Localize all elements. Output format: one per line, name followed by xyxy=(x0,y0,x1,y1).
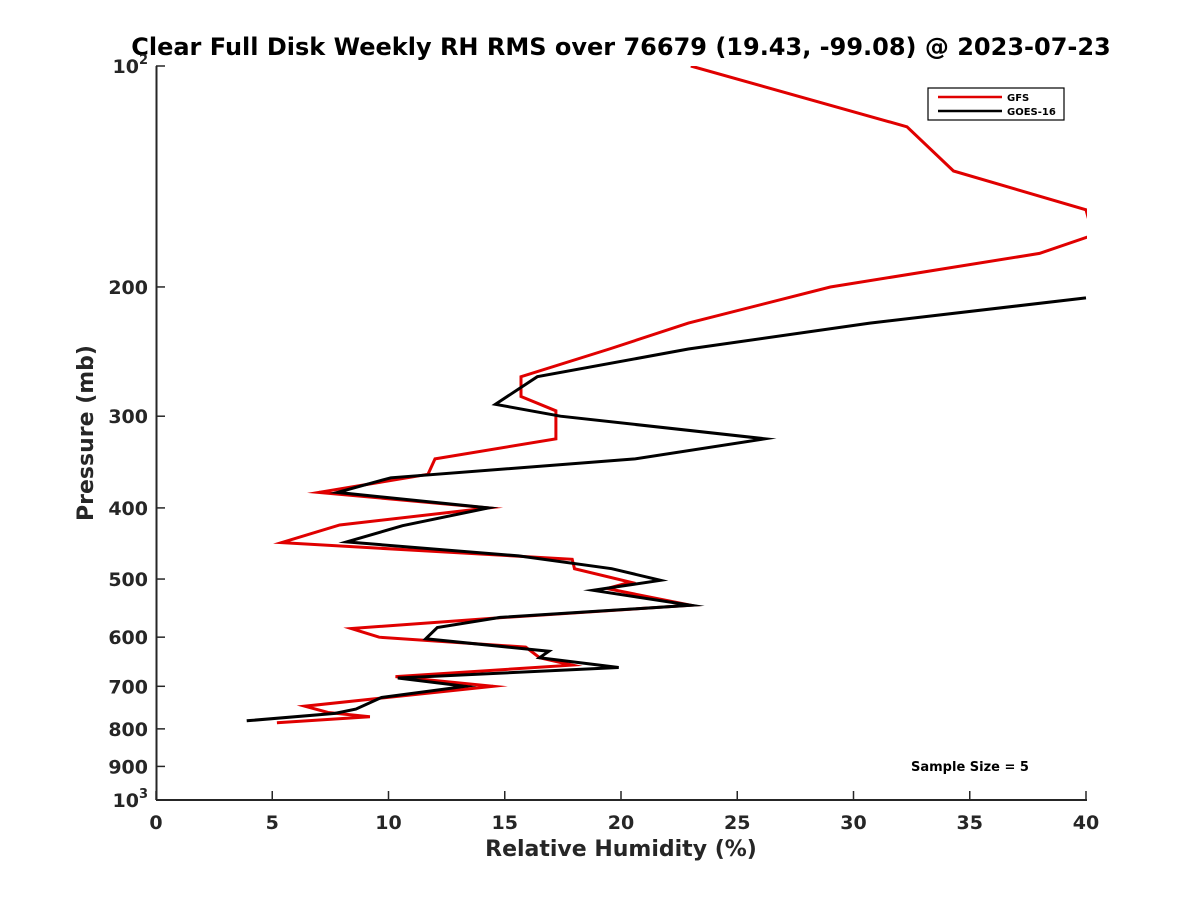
x-tick-label: 20 xyxy=(608,812,634,834)
y-tick-label: 700 xyxy=(108,676,148,698)
y-tick-label: 102 xyxy=(113,53,149,78)
x-tick-label: 30 xyxy=(840,812,866,834)
y-tick-label: 400 xyxy=(108,498,148,520)
x-tick-label: 40 xyxy=(1073,812,1099,834)
legend-label-gfs: GFS xyxy=(1007,93,1029,104)
x-tick-label: 35 xyxy=(957,812,983,834)
sample-size-annotation: Sample Size = 5 xyxy=(911,760,1029,775)
y-tick-label: 900 xyxy=(108,756,148,778)
legend-label-goes16: GOES-16 xyxy=(1007,107,1056,118)
series-layer xyxy=(246,66,1087,725)
x-tick-label: 15 xyxy=(492,812,518,834)
y-axis-label: Pressure (mb) xyxy=(74,345,99,521)
y-tick-label: 800 xyxy=(108,719,148,741)
y-tick-label: 200 xyxy=(108,277,148,299)
y-tick-label: 300 xyxy=(108,406,148,428)
x-tick-label: 5 xyxy=(266,812,279,834)
x-ticks: 0 5 10 15 20 25 30 35 40 xyxy=(149,791,1099,834)
legend-box xyxy=(927,87,1065,121)
x-tick-label: 25 xyxy=(724,812,750,834)
legend: GFS GOES-16 xyxy=(927,87,1065,121)
chart-title: Clear Full Disk Weekly RH RMS over 76679… xyxy=(131,33,1111,61)
y-ticks: 102 200 300 400 500 600 700 800 900 103 xyxy=(108,53,165,812)
series-line-goes16 xyxy=(246,296,1087,723)
y-tick-label: 500 xyxy=(108,569,148,591)
y-tick-label: 103 xyxy=(113,787,149,812)
x-axis-label: Relative Humidity (%) xyxy=(485,837,757,862)
x-tick-label: 0 xyxy=(149,812,162,834)
y-tick-label: 600 xyxy=(108,627,148,649)
x-tick-label: 10 xyxy=(375,812,401,834)
series-line-gfs xyxy=(273,66,1087,725)
